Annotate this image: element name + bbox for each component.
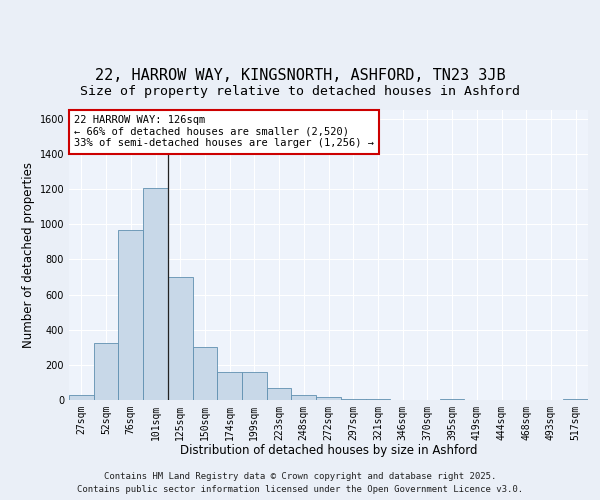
- Bar: [118, 230, 143, 400]
- Bar: [193, 348, 217, 400]
- Bar: [316, 398, 341, 400]
- X-axis label: Distribution of detached houses by size in Ashford: Distribution of detached houses by size …: [180, 444, 477, 458]
- Text: Contains HM Land Registry data © Crown copyright and database right 2025.: Contains HM Land Registry data © Crown c…: [104, 472, 496, 481]
- Bar: [440, 399, 464, 400]
- Bar: [563, 399, 588, 400]
- Bar: [267, 388, 292, 400]
- Text: Size of property relative to detached houses in Ashford: Size of property relative to detached ho…: [80, 84, 520, 98]
- Bar: [217, 372, 242, 400]
- Y-axis label: Number of detached properties: Number of detached properties: [22, 162, 35, 348]
- Bar: [341, 399, 365, 400]
- Bar: [365, 399, 390, 400]
- Bar: [292, 394, 316, 400]
- Text: 22, HARROW WAY, KINGSNORTH, ASHFORD, TN23 3JB: 22, HARROW WAY, KINGSNORTH, ASHFORD, TN2…: [95, 68, 505, 82]
- Bar: [69, 394, 94, 400]
- Text: 22 HARROW WAY: 126sqm
← 66% of detached houses are smaller (2,520)
33% of semi-d: 22 HARROW WAY: 126sqm ← 66% of detached …: [74, 116, 374, 148]
- Bar: [242, 372, 267, 400]
- Bar: [94, 343, 118, 400]
- Bar: [168, 277, 193, 400]
- Text: Contains public sector information licensed under the Open Government Licence v3: Contains public sector information licen…: [77, 485, 523, 494]
- Bar: [143, 188, 168, 400]
